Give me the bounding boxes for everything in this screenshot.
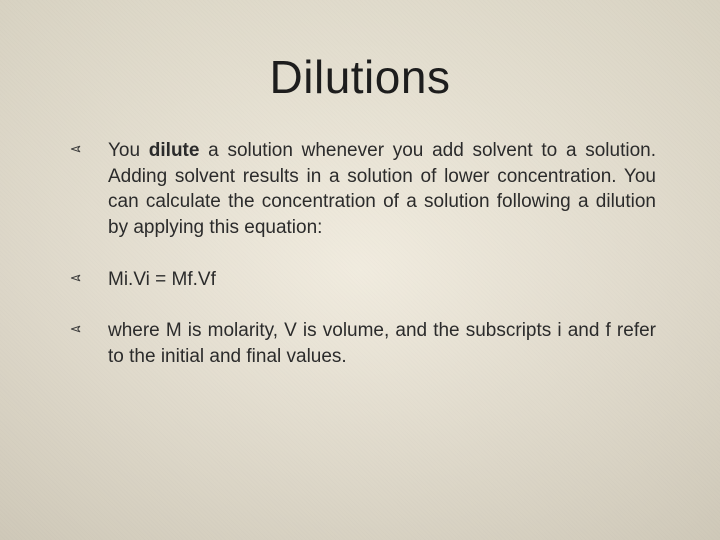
bullet-icon — [70, 142, 90, 162]
bullet-icon — [70, 271, 90, 291]
list-item: You dilute a solution whenever you add s… — [70, 138, 656, 241]
bullet-text: You dilute a solution whenever you add s… — [108, 138, 656, 241]
bullet-icon — [70, 322, 90, 342]
bullet-text: where M is molarity, V is volume, and th… — [108, 318, 656, 369]
bullet-rest: Mi.Vi = Mf.Vf — [108, 269, 216, 290]
bullet-list: You dilute a solution whenever you add s… — [64, 138, 656, 369]
list-item: where M is molarity, V is volume, and th… — [70, 318, 656, 369]
slide-title: Dilutions — [64, 50, 656, 104]
bullet-text: Mi.Vi = Mf.Vf — [108, 267, 656, 293]
list-item: Mi.Vi = Mf.Vf — [70, 267, 656, 293]
bullet-rest: where M is molarity, V is volume, and th… — [108, 320, 656, 367]
slide: Dilutions You dilute a solution whenever… — [0, 0, 720, 540]
bullet-prefix: You — [108, 140, 149, 161]
bullet-bold: dilute — [149, 140, 200, 161]
